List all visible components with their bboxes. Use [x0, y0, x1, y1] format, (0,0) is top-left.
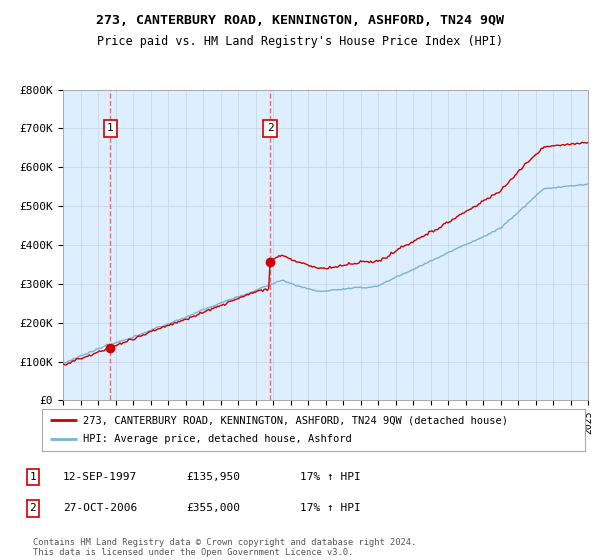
Text: 17% ↑ HPI: 17% ↑ HPI — [300, 472, 361, 482]
Text: 1: 1 — [29, 472, 37, 482]
Text: £135,950: £135,950 — [186, 472, 240, 482]
Text: 1: 1 — [107, 123, 114, 133]
Text: 27-OCT-2006: 27-OCT-2006 — [63, 503, 137, 514]
Text: 273, CANTERBURY ROAD, KENNINGTON, ASHFORD, TN24 9QW (detached house): 273, CANTERBURY ROAD, KENNINGTON, ASHFOR… — [83, 415, 508, 425]
Text: 2: 2 — [29, 503, 37, 514]
Text: HPI: Average price, detached house, Ashford: HPI: Average price, detached house, Ashf… — [83, 435, 352, 445]
Text: 17% ↑ HPI: 17% ↑ HPI — [300, 503, 361, 514]
Text: 273, CANTERBURY ROAD, KENNINGTON, ASHFORD, TN24 9QW: 273, CANTERBURY ROAD, KENNINGTON, ASHFOR… — [96, 14, 504, 27]
Text: Contains HM Land Registry data © Crown copyright and database right 2024.
This d: Contains HM Land Registry data © Crown c… — [33, 538, 416, 557]
Text: 2: 2 — [266, 123, 274, 133]
Text: 12-SEP-1997: 12-SEP-1997 — [63, 472, 137, 482]
Text: Price paid vs. HM Land Registry's House Price Index (HPI): Price paid vs. HM Land Registry's House … — [97, 35, 503, 48]
Text: £355,000: £355,000 — [186, 503, 240, 514]
